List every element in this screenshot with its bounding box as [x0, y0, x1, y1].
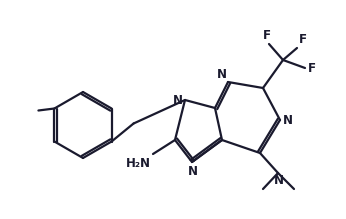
Text: F: F — [263, 29, 271, 42]
Text: F: F — [308, 62, 316, 74]
Text: N: N — [274, 174, 284, 187]
Text: F: F — [299, 33, 307, 46]
Text: N: N — [217, 68, 227, 81]
Text: N: N — [188, 165, 198, 178]
Text: N: N — [283, 113, 293, 127]
Text: N: N — [173, 94, 183, 106]
Text: H₂N: H₂N — [126, 157, 151, 170]
